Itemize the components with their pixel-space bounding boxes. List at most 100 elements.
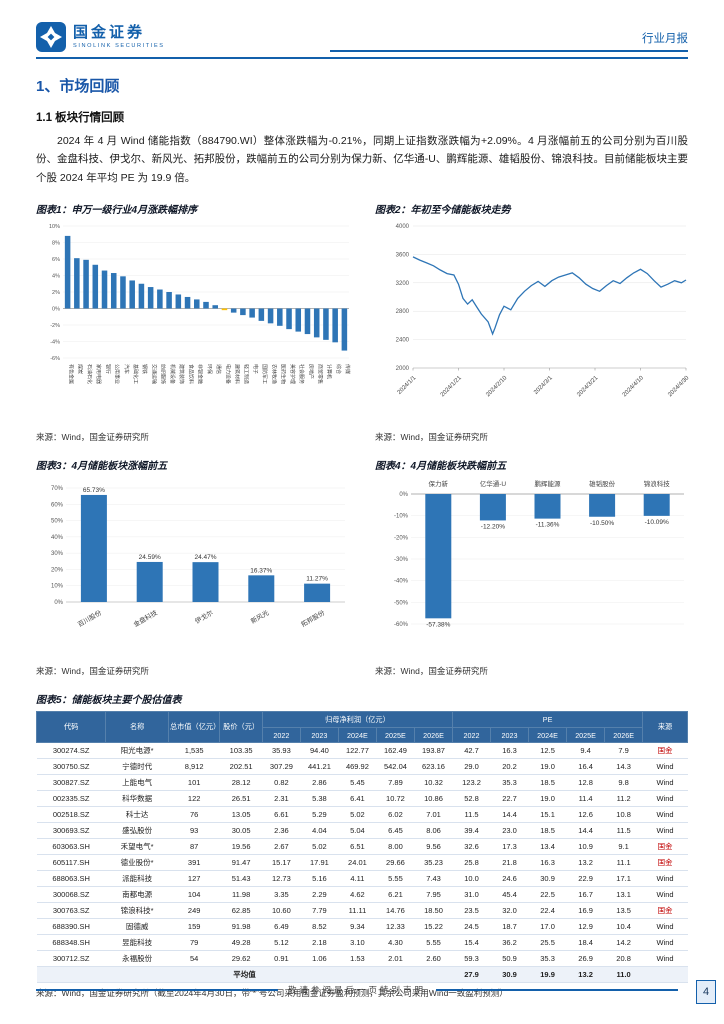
- table-cell: 19.0: [528, 790, 567, 808]
- table-cell: 52.8: [452, 790, 491, 808]
- fig3-bar-chart-svg: 0% 10% 20% 30% 40% 50% 60% 70% 65.73% 百川股份 24.59% 金…: [51, 486, 345, 629]
- table-header-cell: 2022: [261, 727, 301, 744]
- table-cell: 42.7: [452, 742, 491, 760]
- svg-text:-11.36%: -11.36%: [536, 522, 560, 529]
- table-cell: 阳光电源*: [105, 742, 169, 760]
- table-cell: 159: [168, 918, 220, 936]
- figure-3-caption: 图表3：4月储能板块涨幅前五: [36, 461, 168, 473]
- table-cell: 平均值: [36, 966, 453, 984]
- svg-text:煤炭: 煤炭: [77, 364, 84, 374]
- table-cell: 18.5: [528, 822, 567, 840]
- table-header-cell: 总市值（亿元）: [167, 711, 221, 744]
- table-cell: 6.61: [262, 806, 301, 824]
- page-number: 4: [696, 980, 716, 1004]
- table-cell: 9.8: [604, 774, 643, 792]
- svg-text:农林牧渔: 农林牧渔: [270, 364, 277, 384]
- table-cell: 7.01: [414, 806, 453, 824]
- table-cell: 4.30: [376, 934, 415, 952]
- table-cell: 6.51: [338, 838, 377, 856]
- table-cell: 623.16: [414, 758, 453, 776]
- table-cell: 35.3: [490, 774, 529, 792]
- table-cell: 8.00: [376, 838, 415, 856]
- table-cell: 22.5: [528, 886, 567, 904]
- table-cell: 162.49: [376, 742, 415, 760]
- svg-text:汽车: 汽车: [123, 364, 130, 374]
- svg-text:2024/3/1: 2024/3/1: [533, 375, 554, 396]
- table-cell: 1.06: [300, 950, 339, 968]
- svg-text:24.47%: 24.47%: [194, 554, 216, 561]
- table-cell: 上能电气: [105, 774, 169, 792]
- table-row: 605117.SH 德业股份* 391 91.47 15.17 17.91 24.01 29.…: [36, 854, 688, 872]
- table-cell: 5.55: [376, 870, 415, 888]
- table-cell: 3.10: [338, 934, 377, 952]
- page-header: 国金证券 SINOLINK SECURITIES 行业月报: [36, 0, 688, 59]
- table-cell: 12.9: [566, 918, 605, 936]
- svg-text:拓邦股份: 拓邦股份: [299, 608, 326, 629]
- table-cell: 8,912: [168, 758, 220, 776]
- table-cell: 24.5: [452, 918, 491, 936]
- svg-text:亿华通-U: 亿华通-U: [480, 479, 507, 488]
- table-cell: 122: [168, 790, 220, 808]
- table-cell: 3.35: [262, 886, 301, 904]
- svg-text:石油石化: 石油石化: [86, 364, 93, 384]
- table-cell: 35.3: [528, 950, 567, 968]
- table-cell: 16.4: [566, 758, 605, 776]
- table-cell: 30.05: [219, 822, 263, 840]
- svg-text:有色金属: 有色金属: [67, 364, 74, 384]
- table-cell: 9.34: [338, 918, 377, 936]
- table-cell: 6.45: [376, 822, 415, 840]
- table-row: 300750.SZ 宁德时代 8,912 202.51 307.29 441.21 469.…: [36, 758, 688, 776]
- table-cell: 8.52: [300, 918, 339, 936]
- table-cell: 23.5: [452, 902, 491, 920]
- table-cell: 12.8: [566, 774, 605, 792]
- svg-text:-57.38%: -57.38%: [426, 621, 450, 628]
- table-cell: 8.06: [414, 822, 453, 840]
- table-cell: 002518.SZ: [36, 806, 106, 824]
- table-cell: 11.1: [604, 854, 643, 872]
- table-cell: 2.01: [376, 950, 415, 968]
- table-cell: 5.16: [300, 870, 339, 888]
- table-cell: 19.0: [528, 758, 567, 776]
- table-cell: 0.82: [262, 774, 301, 792]
- table-cell: 103.35: [219, 742, 263, 760]
- sinolink-logo-glyph: [36, 22, 66, 52]
- table-header-cell: 来源: [642, 711, 688, 744]
- table-row: 688348.SH 昱能科技 79 49.28 5.12 2.18 3.10 4.30 5.55…: [36, 934, 688, 952]
- table-cell: 25.5: [528, 934, 567, 952]
- svg-text:6%: 6%: [52, 257, 60, 263]
- table-cell: 22.7: [490, 790, 529, 808]
- svg-text:通信: 通信: [215, 364, 222, 374]
- fig2-line-chart-svg: 2000 2400 2800 3200 3600 4000 2024/1/1 2024/1/2…: [396, 224, 691, 398]
- table-cell: 17.91: [300, 854, 339, 872]
- svg-text:非银金融: 非银金融: [197, 364, 204, 384]
- svg-text:保力新: 保力新: [429, 479, 449, 488]
- figure-5: 图表5：储能板块主要个股估值表 代码 名称 总市值（亿元） 股价（元） 归母净利润（亿元…: [35, 689, 688, 999]
- table-row: 688063.SH 派能科技 127 51.43 12.73 5.16 4.11 5.55 7.…: [36, 870, 688, 888]
- svg-text:10%: 10%: [49, 224, 60, 230]
- table-cell: 10.9: [566, 838, 605, 856]
- svg-text:2400: 2400: [396, 338, 410, 344]
- svg-text:交通运输: 交通运输: [150, 364, 157, 384]
- valuation-table: 代码 名称 总市值（亿元） 股价（元） 归母净利润（亿元） PE 来源 2022 2023 202…: [35, 711, 688, 984]
- table-cell: 7.95: [414, 886, 453, 904]
- svg-text:-12.20%: -12.20%: [481, 524, 505, 531]
- table-cell: 10.8: [604, 806, 643, 824]
- table-cell: 1.53: [338, 950, 377, 968]
- svg-text:2024/1/1: 2024/1/1: [397, 375, 418, 396]
- table-row: 300763.SZ 锦浪科技* 249 62.85 10.60 7.79 11.11 14.7…: [36, 902, 688, 920]
- header-divider: [36, 57, 688, 59]
- table-header-cell: 2022: [452, 727, 492, 744]
- svg-text:-6%: -6%: [50, 356, 60, 362]
- table-cell: 16.7: [566, 886, 605, 904]
- subsection-title: 1.1 板块行情回顾: [36, 112, 125, 124]
- table-cell: 31.0: [452, 886, 491, 904]
- table-cell: 13.2: [566, 854, 605, 872]
- table-cell: 16.3: [528, 854, 567, 872]
- table-cell: 2.31: [262, 790, 301, 808]
- svg-text:伊戈尔: 伊戈尔: [193, 608, 215, 626]
- table-cell: 605117.SH: [36, 854, 106, 872]
- svg-text:房地产: 房地产: [307, 364, 314, 379]
- table-cell: 14.4: [490, 806, 529, 824]
- svg-text:食品饮料: 食品饮料: [187, 364, 194, 384]
- svg-text:公用事业: 公用事业: [114, 364, 121, 384]
